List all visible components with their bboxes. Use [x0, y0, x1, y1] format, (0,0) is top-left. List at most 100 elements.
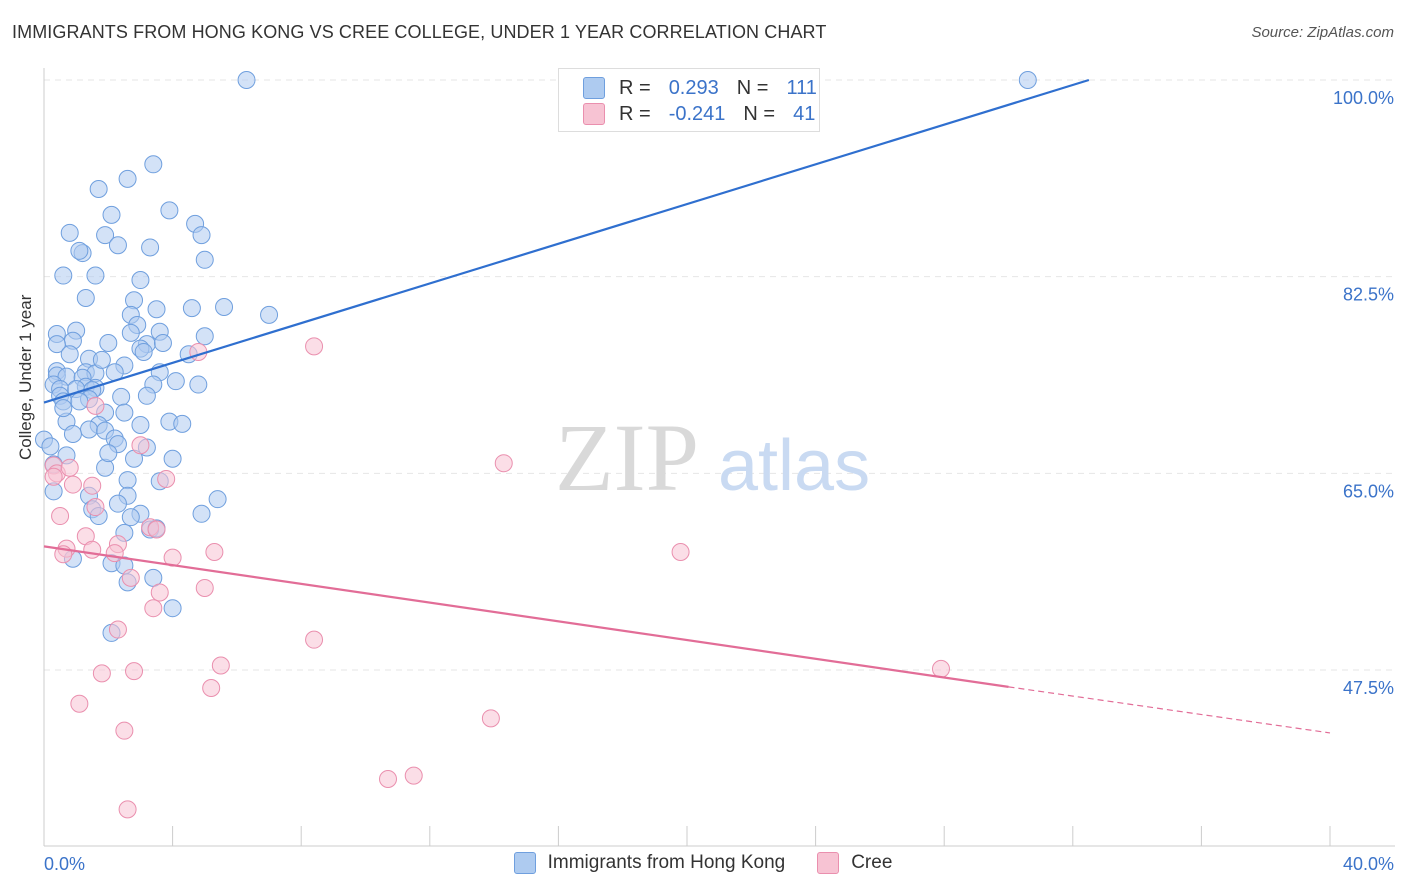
data-point — [76, 289, 95, 308]
y-tick-label: 47.5% — [1343, 678, 1394, 698]
data-point — [70, 392, 89, 411]
data-point — [41, 437, 60, 456]
gridlines — [44, 79, 1395, 671]
data-point — [108, 620, 127, 639]
legend-label: Cree — [851, 852, 893, 873]
data-point — [166, 372, 185, 391]
y-tick-label: 100.0% — [1333, 88, 1394, 108]
y-axis-label: College, Under 1 year — [16, 294, 35, 460]
data-point — [215, 298, 234, 317]
data-point — [379, 770, 398, 789]
data-point — [134, 342, 153, 361]
data-point — [96, 458, 115, 477]
y-tick-label: 65.0% — [1343, 481, 1394, 501]
r-label: R = — [619, 102, 651, 125]
data-point — [44, 467, 63, 486]
data-point — [86, 396, 105, 415]
data-point — [160, 201, 179, 220]
data-point — [147, 300, 166, 319]
trend-line-pink — [43, 545, 1009, 688]
data-point — [131, 436, 150, 455]
legend-swatch-blue — [513, 852, 536, 874]
data-point — [121, 568, 140, 587]
data-point — [99, 444, 118, 463]
data-point — [125, 662, 144, 681]
data-point — [54, 399, 73, 418]
stats-legend: R = 0.293 N = 111 R = -0.241 N = 41 — [558, 68, 820, 132]
data-point — [54, 266, 73, 285]
trend-lines — [43, 78, 1331, 734]
data-point — [1018, 71, 1037, 89]
x-tick-label-min: 0.0% — [44, 854, 85, 874]
data-point — [60, 345, 79, 364]
data-point — [96, 226, 115, 245]
r-value: 0.293 — [668, 76, 719, 99]
data-point — [131, 416, 150, 435]
data-point — [105, 544, 124, 563]
data-point — [195, 327, 214, 346]
data-point — [404, 766, 423, 785]
data-point — [102, 205, 121, 224]
data-point — [144, 155, 163, 174]
data-point — [99, 333, 118, 352]
axes — [43, 68, 1395, 847]
tick-labels: 100.0% 82.5% 65.0% 47.5% 0.0% 40.0% — [44, 88, 1394, 874]
data-point — [163, 599, 182, 618]
watermark: ZIP atlas — [555, 404, 870, 511]
n-label: N = — [736, 76, 769, 99]
chart-title: IMMIGRANTS FROM HONG KONG VS CREE COLLEG… — [12, 22, 827, 42]
data-point — [137, 386, 156, 405]
data-point — [89, 180, 108, 199]
data-point — [195, 578, 214, 597]
data-point — [121, 508, 140, 527]
data-point — [237, 71, 256, 89]
data-point — [70, 241, 89, 260]
data-point — [192, 226, 211, 245]
r-label: R = — [619, 76, 651, 99]
data-point — [86, 498, 105, 517]
data-point — [51, 507, 70, 526]
watermark-atlas: atlas — [718, 426, 870, 506]
data-point — [108, 494, 127, 513]
data-point — [305, 337, 324, 356]
data-point — [208, 490, 227, 509]
data-point — [163, 449, 182, 468]
data-point — [189, 375, 208, 394]
legend-label: Immigrants from Hong Kong — [547, 852, 786, 873]
series-cree-points — [44, 337, 950, 819]
data-point — [115, 403, 134, 422]
data-point — [83, 540, 102, 559]
data-point — [108, 236, 127, 255]
x-tick-label-max: 40.0% — [1343, 854, 1394, 874]
data-point — [92, 664, 111, 683]
source-credit: Source: ZipAtlas.com — [1251, 24, 1394, 41]
data-point — [112, 387, 131, 406]
trend-extension-pink — [1008, 686, 1331, 734]
data-point — [125, 291, 144, 310]
data-point — [60, 458, 79, 477]
data-point — [150, 583, 169, 602]
data-point — [481, 709, 500, 728]
data-point — [144, 599, 163, 618]
data-point — [118, 471, 137, 490]
stats-row-cree: R = -0.241 N = 41 — [583, 101, 815, 127]
data-point — [121, 323, 140, 342]
stats-row-hong-kong: R = 0.293 N = 111 — [583, 75, 817, 101]
data-point — [182, 299, 201, 318]
data-point — [131, 271, 150, 290]
data-point — [141, 238, 160, 257]
y-tick-label: 82.5% — [1343, 285, 1394, 305]
data-point — [494, 454, 513, 473]
data-point — [147, 520, 166, 539]
r-value: -0.241 — [668, 102, 726, 125]
data-point — [157, 469, 176, 488]
data-point — [931, 659, 950, 678]
series-hong-kong-points — [35, 71, 1037, 642]
data-point — [205, 543, 224, 561]
data-point — [63, 425, 82, 443]
data-point — [118, 800, 137, 819]
data-point — [192, 504, 211, 523]
data-point — [60, 223, 79, 242]
n-value: 41 — [793, 102, 816, 125]
